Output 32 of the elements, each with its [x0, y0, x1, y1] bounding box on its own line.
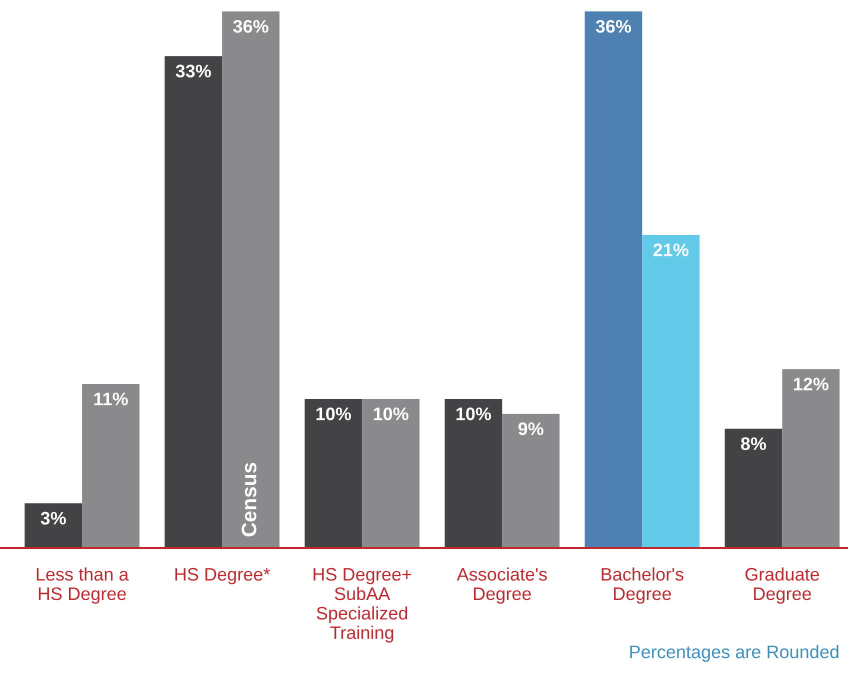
data-label: 36%: [596, 20, 632, 33]
bar: [304, 398, 362, 548]
bar: [362, 398, 420, 548]
x-tick-label: Bachelor's Degree: [602, 567, 684, 604]
bar: [24, 503, 82, 548]
data-label: 10%: [456, 407, 492, 420]
data-label: 10%: [374, 407, 408, 420]
data-label: 12%: [794, 378, 828, 390]
data-label: 36%: [233, 20, 268, 33]
bar: [82, 384, 140, 548]
data-label: 9%: [518, 422, 544, 436]
bar: [782, 369, 840, 548]
data-label: 11%: [94, 392, 128, 406]
bar: [584, 11, 642, 548]
data-label: 3%: [40, 512, 66, 525]
bar: [642, 234, 700, 548]
bar: [164, 56, 222, 548]
bar: [724, 428, 782, 548]
text: Percentages are Rounded: [630, 645, 838, 662]
x-tick-label: Graduate Degree: [745, 567, 820, 604]
bar: [502, 414, 560, 548]
data-label: 21%: [653, 244, 688, 256]
data-label: 10%: [316, 407, 351, 420]
x-tick-label: Associate's Degree: [456, 567, 547, 604]
x-tick-label: HS Degree*: [175, 568, 270, 584]
x-tick-label: Less than a HS Degree: [36, 567, 129, 604]
bar: [444, 398, 502, 548]
series-label: Census: [242, 462, 256, 536]
data-label: 8%: [741, 437, 766, 450]
bar: [222, 11, 280, 548]
data-label: 33%: [176, 64, 211, 78]
x-tick-label: HS Degree+ SubAA Specialized Training: [314, 568, 412, 643]
